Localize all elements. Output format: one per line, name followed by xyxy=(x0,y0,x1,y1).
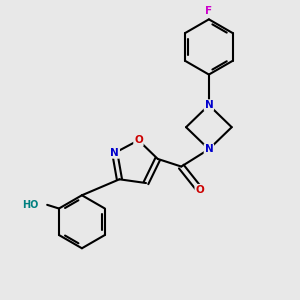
Text: HO: HO xyxy=(22,200,39,210)
Text: O: O xyxy=(195,185,204,195)
Text: O: O xyxy=(134,135,143,145)
Text: N: N xyxy=(110,148,119,158)
Text: N: N xyxy=(205,144,213,154)
Text: N: N xyxy=(205,100,213,110)
Text: F: F xyxy=(205,6,212,16)
